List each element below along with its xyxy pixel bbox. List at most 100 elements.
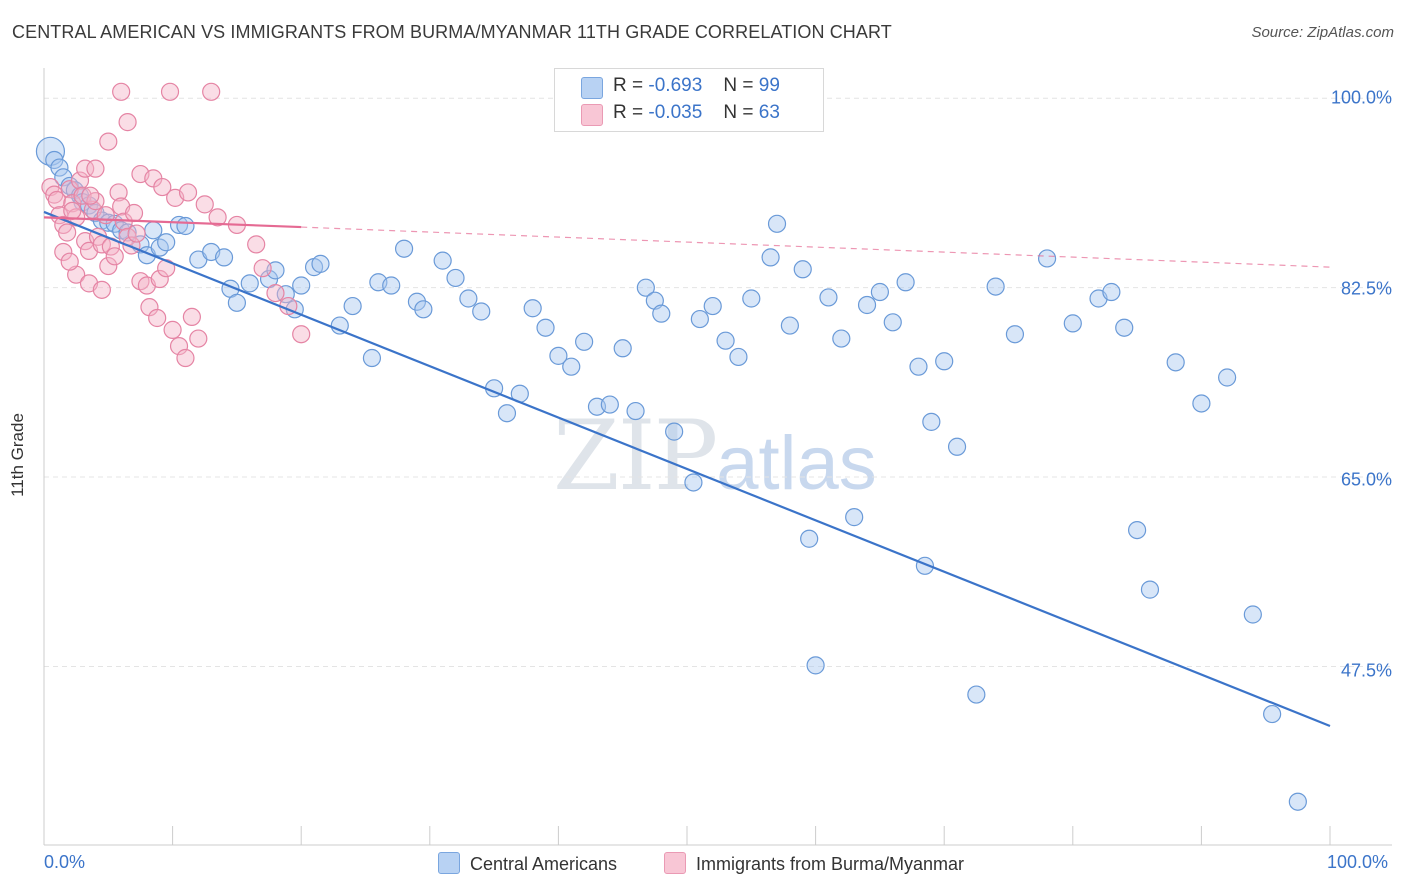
point-burma-myanmar [160, 82, 180, 101]
point-burma-myanmar [202, 82, 221, 101]
n-label: N = [723, 75, 754, 96]
point-central-american [407, 292, 427, 311]
point-central-american [227, 293, 246, 312]
point-central-american [909, 357, 928, 376]
point-central-american [1127, 520, 1147, 540]
chart-source: Source: ZipAtlas.com [1251, 24, 1394, 41]
point-central-american [703, 296, 722, 316]
point-central-american [1243, 605, 1262, 624]
point-burma-myanmar [105, 247, 124, 266]
point-central-american [845, 508, 864, 527]
point-burma-myanmar [178, 183, 198, 202]
legend-item-central-americans: Central Americans [438, 852, 617, 875]
point-burma-myanmar [109, 183, 128, 202]
point-central-american [652, 304, 671, 323]
point-central-american [626, 401, 645, 421]
point-burma-myanmar [99, 132, 118, 151]
point-central-american [1192, 394, 1211, 413]
n-label: N = [723, 102, 754, 123]
point-central-american [35, 136, 66, 166]
point-central-american [394, 239, 414, 258]
point-burma-myanmar [70, 171, 90, 190]
point-central-american [857, 295, 877, 315]
point-central-american [446, 268, 465, 288]
point-burma-myanmar [163, 320, 182, 339]
stats-legend: R = -0.693 N = 99 R = -0.035 N = 63 [554, 68, 824, 132]
point-central-american [523, 299, 542, 318]
point-burma-myanmar [86, 192, 105, 211]
point-central-american [883, 313, 902, 332]
point-central-american [806, 656, 825, 675]
point-central-american [50, 158, 69, 177]
point-central-american [922, 412, 941, 431]
chart-title: CENTRAL AMERICAN VS IMMIGRANTS FROM BURM… [12, 22, 892, 42]
point-central-american [767, 214, 787, 233]
point-central-american [1063, 314, 1082, 333]
point-burma-myanmar [86, 159, 105, 178]
point-burma-myanmar [96, 206, 115, 225]
point-central-american [729, 347, 748, 367]
x-tick-min: 0.0% [44, 852, 86, 872]
point-central-american [549, 346, 568, 365]
point-central-american [1037, 249, 1057, 268]
point-central-american [169, 215, 189, 235]
point-central-american [870, 282, 890, 302]
point-burma-myanmar [124, 203, 144, 223]
point-central-american [986, 277, 1005, 296]
legend-swatch-pink [581, 104, 603, 126]
point-central-american [947, 437, 967, 456]
point-burma-myanmar [153, 177, 172, 197]
point-central-american [742, 289, 761, 308]
point-central-american [967, 685, 986, 704]
legend-label: Central Americans [470, 854, 618, 874]
point-central-american [600, 395, 619, 414]
x-tick-max: 100.0% [1327, 852, 1389, 872]
point-central-american [1102, 282, 1121, 302]
legend-stats-pink: R = -0.035 N = 63 [613, 102, 780, 124]
trendline-central-americans [43, 210, 1331, 727]
trendline-burma-extension [301, 226, 1331, 268]
watermark-zip: ZIP [553, 400, 718, 512]
point-central-american [1166, 353, 1185, 372]
point-burma-myanmar [60, 252, 79, 271]
point-central-american [157, 233, 176, 252]
point-central-american [761, 248, 780, 267]
point-burma-myanmar [118, 113, 137, 132]
point-burma-myanmar [58, 223, 77, 242]
point-central-american [497, 404, 517, 423]
y-tick-label: 82.5% [1340, 278, 1392, 299]
point-central-american [636, 278, 655, 297]
point-central-american [330, 316, 349, 335]
point-central-american [472, 302, 491, 321]
point-central-american [716, 331, 735, 350]
point-central-american [414, 300, 433, 319]
legend-swatch-pink [664, 852, 686, 874]
point-central-american [562, 357, 581, 376]
point-central-american [684, 473, 703, 492]
y-tick-label: 65.0% [1340, 469, 1392, 490]
point-burma-myanmar [54, 242, 73, 262]
legend-label: Immigrants from Burma/Myanmar [696, 854, 965, 874]
point-central-american [665, 422, 684, 441]
point-central-american [1263, 704, 1282, 724]
point-burma-myanmar [208, 208, 227, 227]
point-central-american [690, 309, 709, 329]
r-value: -0.035 [648, 102, 703, 123]
point-central-american [613, 339, 632, 358]
point-central-american [800, 529, 819, 548]
point-central-american [793, 260, 812, 279]
point-central-american [896, 273, 915, 292]
point-central-american [240, 274, 259, 293]
point-burma-myanmar [112, 82, 131, 101]
point-central-american [575, 332, 594, 351]
point-burma-myanmar [81, 186, 100, 205]
legend-swatch-blue [581, 77, 603, 99]
legend-swatch-blue [438, 852, 460, 874]
n-value: 63 [758, 102, 780, 123]
point-burma-myanmar [266, 283, 285, 303]
point-central-american [176, 216, 195, 236]
point-central-american [433, 251, 452, 270]
point-burma-myanmar [253, 259, 272, 278]
watermark: ZIPatlas [553, 400, 877, 512]
